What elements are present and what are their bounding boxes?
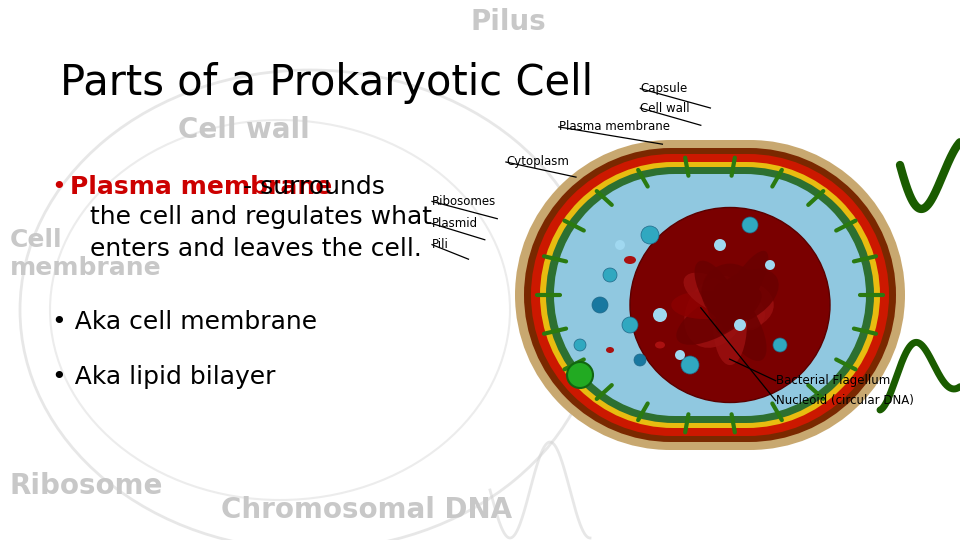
Wedge shape <box>524 148 671 442</box>
Ellipse shape <box>676 287 762 345</box>
Circle shape <box>734 319 746 331</box>
Wedge shape <box>750 140 905 450</box>
Circle shape <box>615 240 625 250</box>
Bar <box>673 162 747 428</box>
Text: •: • <box>52 175 75 199</box>
Circle shape <box>603 268 617 282</box>
Wedge shape <box>546 167 674 423</box>
Ellipse shape <box>606 347 614 353</box>
Bar <box>671 148 749 442</box>
Wedge shape <box>745 174 866 416</box>
Bar <box>670 140 750 450</box>
Ellipse shape <box>655 341 665 348</box>
Text: enters and leaves the cell.: enters and leaves the cell. <box>90 237 421 261</box>
Ellipse shape <box>702 264 758 321</box>
Ellipse shape <box>630 207 830 402</box>
Wedge shape <box>531 154 672 436</box>
Wedge shape <box>540 162 673 428</box>
Circle shape <box>622 317 638 333</box>
Ellipse shape <box>624 256 636 264</box>
Wedge shape <box>515 140 670 450</box>
Bar <box>675 174 745 416</box>
Wedge shape <box>747 162 880 428</box>
Circle shape <box>773 338 787 352</box>
Ellipse shape <box>671 291 739 319</box>
Circle shape <box>653 308 667 322</box>
Text: Cell
membrane: Cell membrane <box>10 228 161 280</box>
Text: Cell wall: Cell wall <box>640 102 690 114</box>
Circle shape <box>634 354 646 366</box>
Ellipse shape <box>708 281 774 329</box>
Text: Cell wall: Cell wall <box>178 116 309 144</box>
Wedge shape <box>554 174 675 416</box>
Wedge shape <box>748 154 889 436</box>
Text: Nucleoid (circular DNA): Nucleoid (circular DNA) <box>776 394 914 407</box>
Text: the cell and regulates what: the cell and regulates what <box>90 205 432 229</box>
Circle shape <box>592 297 608 313</box>
Circle shape <box>641 226 659 244</box>
Ellipse shape <box>684 276 747 348</box>
Ellipse shape <box>708 269 779 325</box>
Circle shape <box>714 239 726 251</box>
Text: • Aka cell membrane: • Aka cell membrane <box>52 310 317 334</box>
Text: Capsule: Capsule <box>640 82 687 95</box>
Ellipse shape <box>684 273 738 313</box>
Text: Ribosome: Ribosome <box>10 472 163 500</box>
Text: Plasma membrane: Plasma membrane <box>559 120 670 133</box>
Text: - surrounds: - surrounds <box>243 175 385 199</box>
Circle shape <box>681 356 699 374</box>
Text: Ribosomes: Ribosomes <box>432 195 496 208</box>
Wedge shape <box>746 167 874 423</box>
Circle shape <box>574 339 586 351</box>
Text: Bacterial Flagellum: Bacterial Flagellum <box>776 374 890 387</box>
Text: • Aka lipid bilayer: • Aka lipid bilayer <box>52 365 276 389</box>
Text: Chromosomal DNA: Chromosomal DNA <box>221 496 512 524</box>
Text: Parts of a Prokaryotic Cell: Parts of a Prokaryotic Cell <box>60 62 593 104</box>
Circle shape <box>765 260 775 270</box>
Ellipse shape <box>713 282 767 361</box>
Text: Pilus: Pilus <box>470 8 546 36</box>
Bar <box>674 167 746 423</box>
Text: Cytoplasm: Cytoplasm <box>506 156 568 168</box>
Text: Pili: Pili <box>432 238 449 251</box>
Ellipse shape <box>722 292 765 330</box>
Text: Plasmid: Plasmid <box>432 217 478 230</box>
Ellipse shape <box>694 261 740 327</box>
Text: Plasma membrane: Plasma membrane <box>70 175 332 199</box>
Ellipse shape <box>713 284 747 365</box>
Ellipse shape <box>715 251 768 334</box>
Circle shape <box>675 350 685 360</box>
Wedge shape <box>749 148 896 442</box>
Circle shape <box>742 217 758 233</box>
Bar <box>672 154 748 436</box>
Circle shape <box>567 362 593 388</box>
